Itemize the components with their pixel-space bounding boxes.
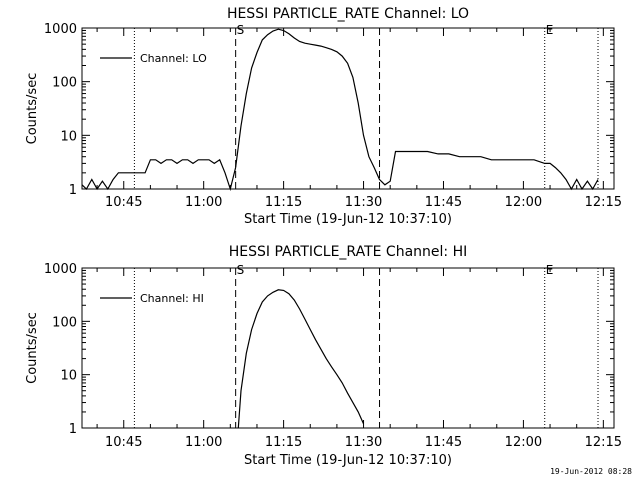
y-tick-label: 1000 [44,22,77,37]
y-tick-label: 100 [52,76,77,91]
x-tick-label: 10:45 [105,435,142,450]
y-axis-label-hi: Counts/sec [25,312,40,384]
event-marker-label: S [237,23,245,37]
x-tick-label: 12:00 [505,435,542,450]
y-tick-label: 1 [69,183,77,198]
y-tick-label: 1 [69,422,77,437]
legend-label-hi: Channel: HI [140,292,204,305]
x-tick-label: 11:30 [345,435,382,450]
x-tick-label: 11:15 [265,195,302,210]
x-tick-label: 11:45 [425,195,462,210]
series-line-lo [81,28,599,192]
x-axis-label-lo: Start Time (19-Jun-12 10:37:10) [244,212,452,227]
chart-title-lo: HESSI PARTICLE_RATE Channel: LO [227,6,469,22]
plot-frame-hi [81,267,615,429]
event-marker-label: S [237,263,245,277]
x-tick-label: 11:15 [265,435,302,450]
x-tick-label: 12:15 [585,195,622,210]
y-tick-label: 1000 [44,262,77,277]
x-axis-label-hi: Start Time (19-Jun-12 10:37:10) [244,453,452,468]
footer-timestamp: 19-Jun-2012 08:28 [550,467,632,476]
event-marker-label: E [546,23,554,37]
chart-title-hi: HESSI PARTICLE_RATE Channel: HI [229,244,467,260]
x-tick-label: 11:00 [185,195,222,210]
y-axis-label-lo: Counts/sec [25,73,40,145]
x-tick-label: 11:45 [425,435,462,450]
plot-frame-lo [81,27,615,190]
event-marker-label: E [546,263,554,277]
series-line-hi [237,289,365,429]
x-tick-label: 11:00 [185,435,222,450]
y-tick-label: 10 [60,129,77,144]
legend-label-lo: Channel: LO [140,52,207,65]
x-tick-label: 10:45 [105,195,142,210]
x-tick-label: 12:00 [505,195,542,210]
y-tick-label: 100 [52,315,77,330]
y-tick-label: 10 [60,369,77,384]
x-tick-label: 11:30 [345,195,382,210]
x-tick-label: 12:15 [585,435,622,450]
